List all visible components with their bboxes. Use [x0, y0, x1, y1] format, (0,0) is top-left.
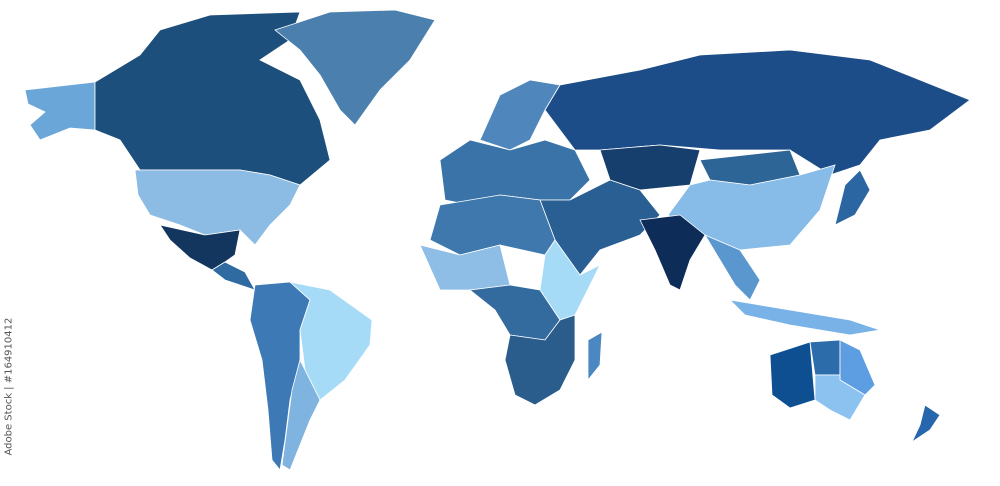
region-central-america: [211, 261, 256, 291]
region-argentina: [281, 358, 321, 471]
region-usa: [134, 169, 301, 246]
region-canada: [94, 11, 331, 186]
region-australia-west: [769, 341, 816, 409]
region-europe: [439, 139, 591, 206]
region-japan: [834, 169, 871, 226]
region-new-zealand: [911, 404, 941, 444]
region-brazil: [288, 281, 373, 401]
region-madagascar: [587, 331, 603, 382]
region-southern-africa: [504, 314, 576, 406]
region-alaska: [24, 81, 96, 141]
region-greenland: [274, 9, 436, 126]
region-north-africa: [429, 194, 556, 256]
stock-credit: Adobe Stock | #164910412: [3, 317, 15, 456]
region-australia-south: [814, 374, 866, 421]
region-australia-north: [809, 339, 841, 376]
region-scandinavia: [479, 79, 561, 151]
region-india: [639, 214, 706, 291]
region-australia-east: [839, 339, 876, 396]
region-indonesia: [728, 299, 881, 336]
region-southeast-asia: [704, 234, 761, 301]
